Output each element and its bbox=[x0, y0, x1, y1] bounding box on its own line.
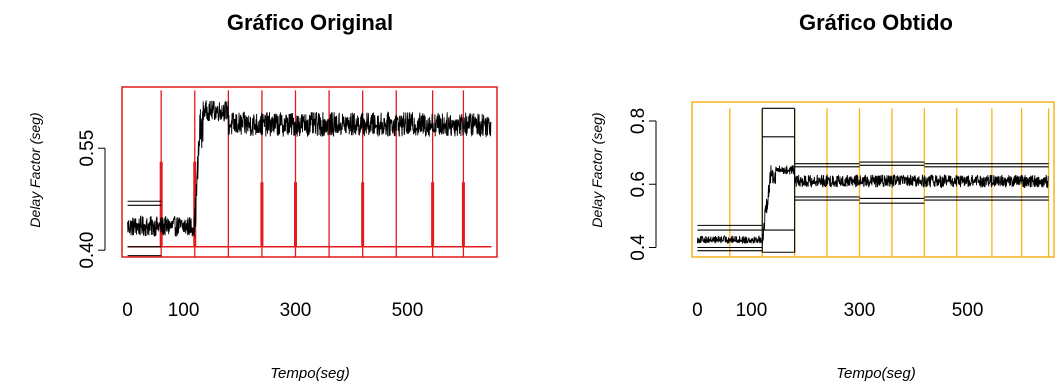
chart-title: Gráfico Original bbox=[227, 10, 393, 35]
x-axis-label: Tempo(seg) bbox=[270, 365, 349, 382]
chart-original: Gráfico Original Delay Factor (seg) Temp… bbox=[27, 10, 498, 382]
x-tick-label: 500 bbox=[392, 300, 424, 321]
chart-title: Gráfico Obtido bbox=[799, 10, 953, 35]
y-tick-label: 0.40 bbox=[77, 232, 98, 269]
y-axis-label: Delay Factor (seg) bbox=[589, 112, 605, 227]
x-tick-label: 300 bbox=[280, 300, 312, 321]
x-tick-label: 100 bbox=[736, 300, 768, 321]
y-tick-label: 0.6 bbox=[628, 171, 649, 197]
y-tick-label: 0.55 bbox=[77, 130, 98, 167]
x-tick-label: 500 bbox=[952, 300, 984, 321]
data-series-line bbox=[696, 165, 1049, 245]
y-tick-label: 0.8 bbox=[628, 108, 649, 134]
x-tick-label: 300 bbox=[844, 300, 876, 321]
plot-frame bbox=[121, 86, 498, 258]
plot-frame bbox=[691, 101, 1055, 258]
y-tick-label: 0.4 bbox=[628, 234, 649, 261]
chart-obtained: Gráfico Obtido Delay Factor (seg) Tempo(… bbox=[589, 10, 1055, 382]
x-tick-label: 100 bbox=[168, 300, 200, 321]
data-series-line bbox=[127, 100, 492, 237]
x-tick-label: 0 bbox=[122, 300, 133, 321]
x-axis-label: Tempo(seg) bbox=[836, 365, 915, 382]
x-tick-label: 0 bbox=[692, 300, 703, 321]
y-axis-label: Delay Factor (seg) bbox=[27, 112, 43, 227]
